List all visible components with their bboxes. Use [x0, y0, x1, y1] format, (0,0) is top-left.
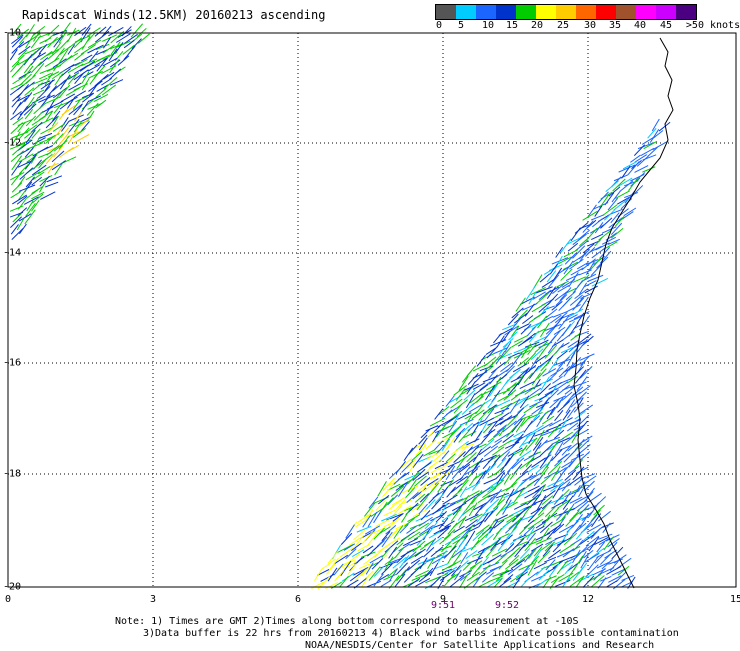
colorbar-swatch	[676, 5, 696, 19]
colorbar-label: 0	[435, 20, 443, 31]
colorbar-label: 20	[530, 20, 544, 31]
colorbar-label: 5	[457, 20, 465, 31]
x-tick-label: 3	[149, 594, 157, 605]
colorbar-swatch	[576, 5, 596, 19]
colorbar-swatch	[536, 5, 556, 19]
x-tick-label: 6	[294, 594, 302, 605]
note-line-1: Note: 1) Times are GMT 2)Times along bot…	[115, 616, 579, 627]
map-frame	[7, 32, 737, 588]
colorbar-swatch	[476, 5, 496, 19]
x-tick-label: 12	[581, 594, 595, 605]
colorbar	[435, 4, 697, 20]
x-tick-label: 9	[439, 594, 447, 605]
colorbar-swatch	[656, 5, 676, 19]
grid-lines	[8, 33, 736, 587]
time-label: 9:52	[494, 600, 520, 611]
note-line-3: NOAA/NESDIS/Center for Satellite Applica…	[305, 640, 655, 651]
y-tick-label: -10	[3, 27, 22, 39]
y-tick-label: -16	[3, 357, 22, 369]
colorbar-swatch	[616, 5, 636, 19]
colorbar-label: 25	[556, 20, 570, 31]
colorbar-label: 35	[608, 20, 622, 31]
colorbar-swatch	[436, 5, 456, 19]
x-tick-label: 0	[4, 594, 12, 605]
y-tick-label: -18	[3, 468, 22, 480]
colorbar-label: 30	[583, 20, 597, 31]
note-line-2: 3)Data buffer is 22 hrs from 20160213 4)…	[143, 628, 679, 639]
colorbar-label: 10	[481, 20, 495, 31]
coastline	[573, 37, 674, 589]
colorbar-label: >50 knots	[685, 20, 740, 31]
x-tick-label: 15	[729, 594, 740, 605]
y-tick-label: -12	[3, 137, 22, 149]
colorbar-swatch	[636, 5, 656, 19]
colorbar-label: 40	[633, 20, 647, 31]
colorbar-swatch	[456, 5, 476, 19]
colorbar-label: 15	[505, 20, 519, 31]
y-tick-label: -20	[3, 581, 22, 593]
colorbar-swatch	[556, 5, 576, 19]
colorbar-swatch	[496, 5, 516, 19]
colorbar-swatch	[516, 5, 536, 19]
colorbar-swatch	[596, 5, 616, 19]
y-tick-label: -14	[3, 247, 22, 259]
wind-barbs	[9, 22, 671, 590]
map-title: Rapidscat Winds(12.5KM) 20160213 ascendi…	[22, 8, 326, 22]
time-label: 9:51	[430, 600, 456, 611]
colorbar-label: 45	[659, 20, 673, 31]
